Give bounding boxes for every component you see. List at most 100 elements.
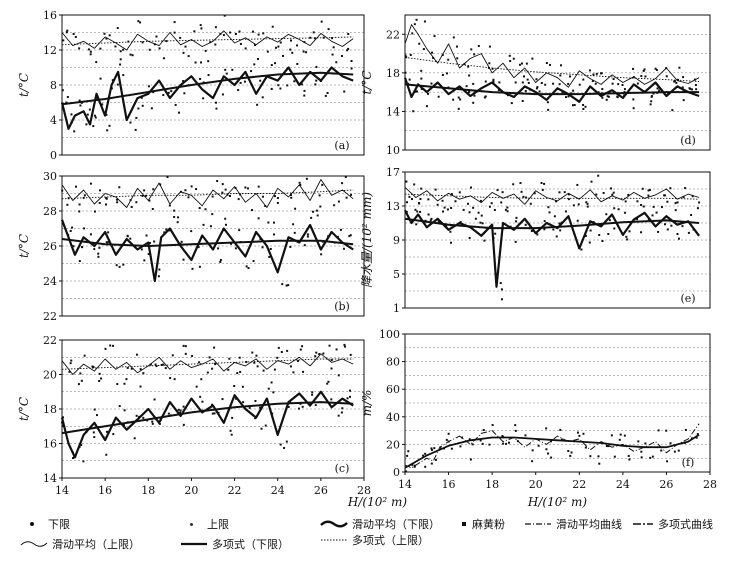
scatter-point xyxy=(525,196,528,199)
legend-swatch-square xyxy=(462,522,466,526)
scatter-point xyxy=(350,67,353,70)
panel-label: (f) xyxy=(682,456,695,469)
scatter-point xyxy=(118,186,121,189)
y-tick-label: 1 xyxy=(393,302,400,315)
scatter-point xyxy=(452,36,455,39)
scatter-point xyxy=(71,226,74,229)
scatter-point xyxy=(184,345,187,348)
scatter-point xyxy=(182,258,185,261)
scatter-point xyxy=(446,208,449,211)
scatter-point xyxy=(682,90,685,93)
scatter-point xyxy=(343,90,346,93)
scatter-point xyxy=(204,208,207,211)
series-line-lower-polynomial xyxy=(404,83,700,96)
panel-c: 14 16 18 20 22 14 16 18 20 22 24 26 28 t/°C (c) xyxy=(17,334,371,497)
scatter-point xyxy=(211,412,214,415)
scatter-point xyxy=(272,391,275,394)
scatter-point xyxy=(514,429,517,432)
legend-label: 滑动平均（下限） xyxy=(352,518,440,531)
legend-label: 多项式曲线 xyxy=(658,518,713,531)
panel-e: 1 5 9 13 17 降水量/(10² mm) (e) xyxy=(360,166,711,315)
scatter-point xyxy=(436,203,439,206)
scatter-point xyxy=(72,32,75,35)
scatter-point xyxy=(576,183,579,186)
scatter-point xyxy=(588,69,591,72)
y-tick-label: 13 xyxy=(386,200,400,213)
scatter-point xyxy=(569,454,572,457)
scatter-point xyxy=(221,93,224,96)
series-line-upper-polynomial xyxy=(61,36,354,46)
series-line-upper-polynomial xyxy=(404,56,700,82)
scatter-point xyxy=(315,79,318,82)
scatter-point xyxy=(158,47,161,50)
scatter-point xyxy=(408,195,411,198)
scatter-point xyxy=(153,398,156,401)
scatter-point xyxy=(649,456,652,459)
scatter-point xyxy=(289,365,292,368)
scatter-point xyxy=(595,72,598,75)
y-tick-label: 18 xyxy=(386,67,400,80)
scatter-point xyxy=(437,95,440,98)
y-axis-label: 降水量/(10² mm) xyxy=(360,192,374,288)
series-line-lower-moving-avg xyxy=(60,66,354,130)
scatter-point xyxy=(254,400,257,403)
scatter-point xyxy=(491,424,494,427)
scatter-point xyxy=(459,221,462,224)
y-axis-label: t/°C xyxy=(17,234,31,258)
scatter-point xyxy=(318,194,321,197)
scatter-point xyxy=(243,80,246,83)
scatter-point xyxy=(314,404,317,407)
scatter-point xyxy=(105,197,108,200)
scatter-point xyxy=(164,367,167,370)
scatter-point xyxy=(543,182,546,185)
scatter-point xyxy=(493,208,496,211)
scatter-point xyxy=(558,222,561,225)
scatter-point xyxy=(640,456,643,459)
scatter-point xyxy=(214,43,217,46)
scatter-point xyxy=(74,35,77,38)
scatter-point xyxy=(239,42,242,45)
scatter-point xyxy=(637,440,640,443)
scatter-point xyxy=(423,20,426,23)
scatter-point xyxy=(202,97,205,100)
scatter-point xyxy=(559,428,562,431)
scatter-point xyxy=(276,197,279,200)
scatter-point xyxy=(660,449,663,452)
y-axis-label: t/°C xyxy=(360,70,374,94)
scatter-point xyxy=(105,241,108,244)
scatter-point xyxy=(617,208,620,211)
scatter-point xyxy=(584,234,587,237)
y-tick-label: 14 xyxy=(43,472,57,485)
scatter-point xyxy=(540,82,543,85)
scatter-point xyxy=(296,62,299,65)
figure: 0 4 8 12 16 t/°C (a) 22 24 26 28 30 t/°C (b) 14 16 18 20 2… xyxy=(17,9,717,509)
y-tick-label: 17 xyxy=(386,166,400,179)
legend-item-ephedra-points: 麻黄粉 xyxy=(460,516,505,532)
scatter-point xyxy=(322,352,325,355)
scatter-point xyxy=(524,89,527,92)
scatter-point xyxy=(681,86,684,89)
scatter-point xyxy=(640,231,643,234)
scatter-point xyxy=(285,284,288,287)
scatter-point xyxy=(316,214,319,217)
series-line-lower-moving-avg xyxy=(403,77,700,103)
scatter-point xyxy=(552,228,555,231)
series-line-upper-polynomial xyxy=(61,358,354,370)
scatter-point xyxy=(420,69,423,72)
scatter-point xyxy=(253,361,256,364)
scatter-point xyxy=(299,348,302,351)
scatter-point xyxy=(612,77,615,80)
scatter-point xyxy=(455,45,458,48)
scatter-point xyxy=(598,462,601,465)
scatter-point xyxy=(458,191,461,194)
series-line-lower-polynomial xyxy=(404,217,700,230)
scatter-point xyxy=(422,48,425,51)
scatter-point xyxy=(335,61,338,64)
scatter-point xyxy=(320,253,323,256)
scatter-point xyxy=(468,236,471,239)
scatter-point xyxy=(98,379,101,382)
scatter-point xyxy=(269,247,272,250)
scatter-point xyxy=(237,89,240,92)
y-tick-label: 5 xyxy=(393,268,400,281)
scatter-point xyxy=(429,219,432,222)
